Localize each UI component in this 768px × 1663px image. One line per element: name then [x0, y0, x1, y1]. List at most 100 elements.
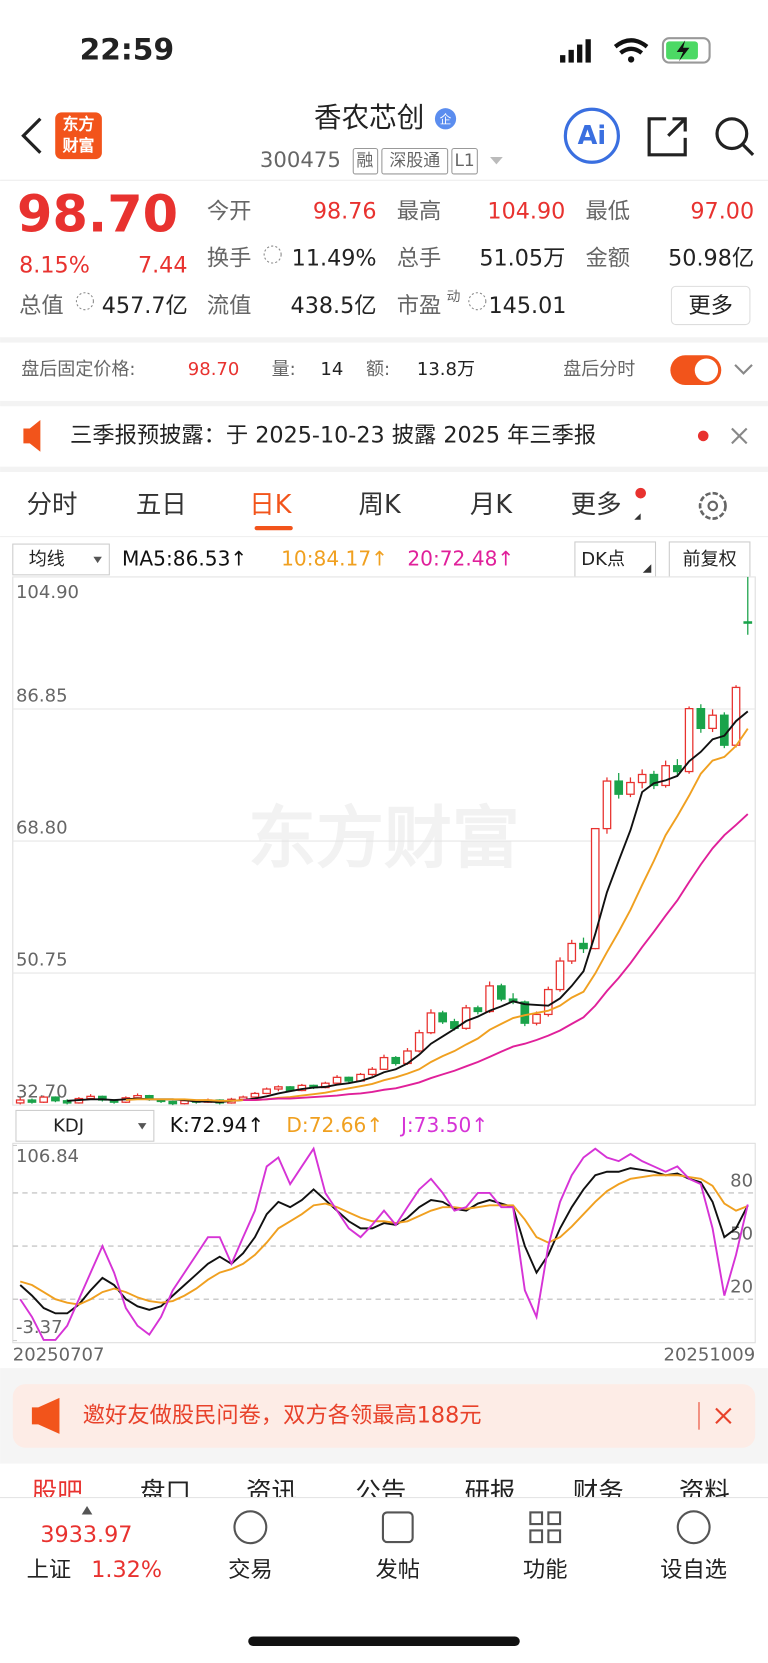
adjust-button[interactable] — [668, 541, 751, 578]
index-change: 1.32% — [91, 1557, 162, 1583]
tab[interactable]: 分时 — [27, 490, 78, 520]
signal — [560, 39, 591, 63]
x-tick-label: 20251009 — [664, 1344, 756, 1365]
more-button[interactable] — [670, 285, 751, 326]
after-amount: 13.8万 — [417, 359, 475, 380]
divider — [0, 337, 768, 343]
dk-button[interactable] — [574, 541, 657, 578]
candle-body — [262, 1088, 271, 1095]
corner — [642, 564, 652, 573]
candle-body — [473, 1007, 483, 1013]
candle-body — [414, 1032, 424, 1052]
field-value: 145.01 — [488, 293, 566, 319]
candle-body — [426, 1012, 436, 1034]
field-label: 市盈 — [397, 293, 442, 319]
change: 7.44 — [138, 253, 188, 279]
info-icon[interactable] — [263, 245, 282, 264]
tab[interactable]: 更多 — [571, 490, 622, 520]
candle-body — [520, 1001, 530, 1024]
candle-body — [438, 1012, 448, 1023]
field-sup: 动 — [447, 289, 461, 305]
candle-body — [602, 780, 612, 830]
tag-box — [352, 147, 379, 175]
legend-entry: 10:84.17↑ — [281, 546, 388, 570]
field-label: 流值 — [207, 293, 252, 319]
tab[interactable]: 月K — [470, 490, 513, 520]
y-tick-label: 50.75 — [16, 949, 68, 970]
candle-body — [614, 780, 624, 795]
candle-body — [379, 1056, 389, 1070]
candle-body — [579, 942, 588, 950]
info-icon[interactable] — [468, 292, 487, 311]
post-icon — [381, 1511, 414, 1544]
field-value: 97.00 — [690, 199, 754, 225]
search-handle — [741, 143, 755, 156]
y-tick-label: 86.85 — [16, 685, 68, 706]
back-button[interactable] — [21, 117, 42, 154]
y-tick-label: 104.90 — [16, 582, 79, 603]
dropdown — [137, 1123, 147, 1130]
candle-body — [626, 781, 635, 795]
nav-item[interactable]: 功能 — [523, 1557, 568, 1583]
notice[interactable]: 三季报预披露：于 2025-10-23 披露 2025 年三季报 — [70, 422, 596, 448]
tag-box — [451, 147, 478, 175]
ai-button[interactable] — [563, 107, 620, 164]
info-icon[interactable] — [75, 292, 94, 311]
banner-close[interactable] — [715, 1407, 732, 1425]
y-tick-label: 106.84 — [16, 1146, 79, 1167]
tab[interactable]: 日K — [249, 490, 292, 520]
legend-entry: K:72.94↑ — [170, 1113, 265, 1137]
dk-label: DK点 — [581, 549, 625, 570]
charging — [676, 40, 690, 62]
search-button[interactable] — [715, 117, 749, 151]
nav-item[interactable]: 设自选 — [660, 1557, 727, 1583]
close[interactable] — [731, 427, 748, 445]
indicator: 均线 — [29, 549, 65, 570]
nav-item[interactable]: 交易 — [228, 1557, 273, 1583]
field-value: 51.05万 — [479, 245, 565, 271]
tab[interactable]: 五日 — [136, 490, 187, 520]
candle-body — [51, 1096, 60, 1102]
dropdown[interactable] — [490, 156, 503, 165]
tab-underline — [254, 526, 293, 531]
expand[interactable] — [734, 364, 753, 375]
ai-label: Ai — [578, 121, 606, 151]
series-line — [19, 1167, 749, 1315]
series-line — [19, 1174, 749, 1306]
candle-body — [86, 1095, 95, 1100]
index-name: 上证 — [27, 1557, 72, 1583]
series-line — [125, 728, 749, 1102]
megaphone — [31, 1397, 60, 1434]
candle-body — [27, 1099, 37, 1103]
candle-body — [332, 1076, 342, 1084]
after-price: 98.70 — [188, 359, 240, 380]
field-value: 438.5亿 — [291, 293, 377, 319]
expand-up[interactable] — [81, 1506, 93, 1515]
field-value: 104.90 — [487, 199, 565, 225]
divider — [0, 400, 768, 407]
banner[interactable] — [12, 1384, 756, 1448]
after-volume: 14 — [320, 359, 343, 380]
candle-body — [15, 1099, 25, 1104]
candle-body — [708, 714, 717, 730]
logo-text: 东方 — [63, 115, 95, 134]
unread-dot — [697, 430, 709, 442]
tab-dot — [635, 487, 646, 499]
watermark: 东方财富 — [248, 800, 519, 879]
nav-item[interactable]: 发帖 — [376, 1557, 421, 1583]
tab[interactable]: 周K — [359, 490, 402, 520]
index-value: 3933.97 — [40, 1522, 132, 1548]
watch-icon — [676, 1510, 711, 1545]
indicator-select[interactable] — [12, 543, 110, 576]
share-button[interactable] — [647, 117, 687, 157]
change-pct: 8.15% — [19, 253, 90, 279]
candle-body — [637, 773, 647, 784]
reference-label: 80 — [730, 1170, 753, 1191]
settings[interactable] — [698, 491, 727, 520]
indicator-select[interactable] — [15, 1109, 155, 1142]
candle-body — [719, 714, 729, 746]
candle-body — [532, 1013, 541, 1024]
field-label: 今开 — [207, 199, 252, 225]
candle-body — [62, 1100, 72, 1104]
